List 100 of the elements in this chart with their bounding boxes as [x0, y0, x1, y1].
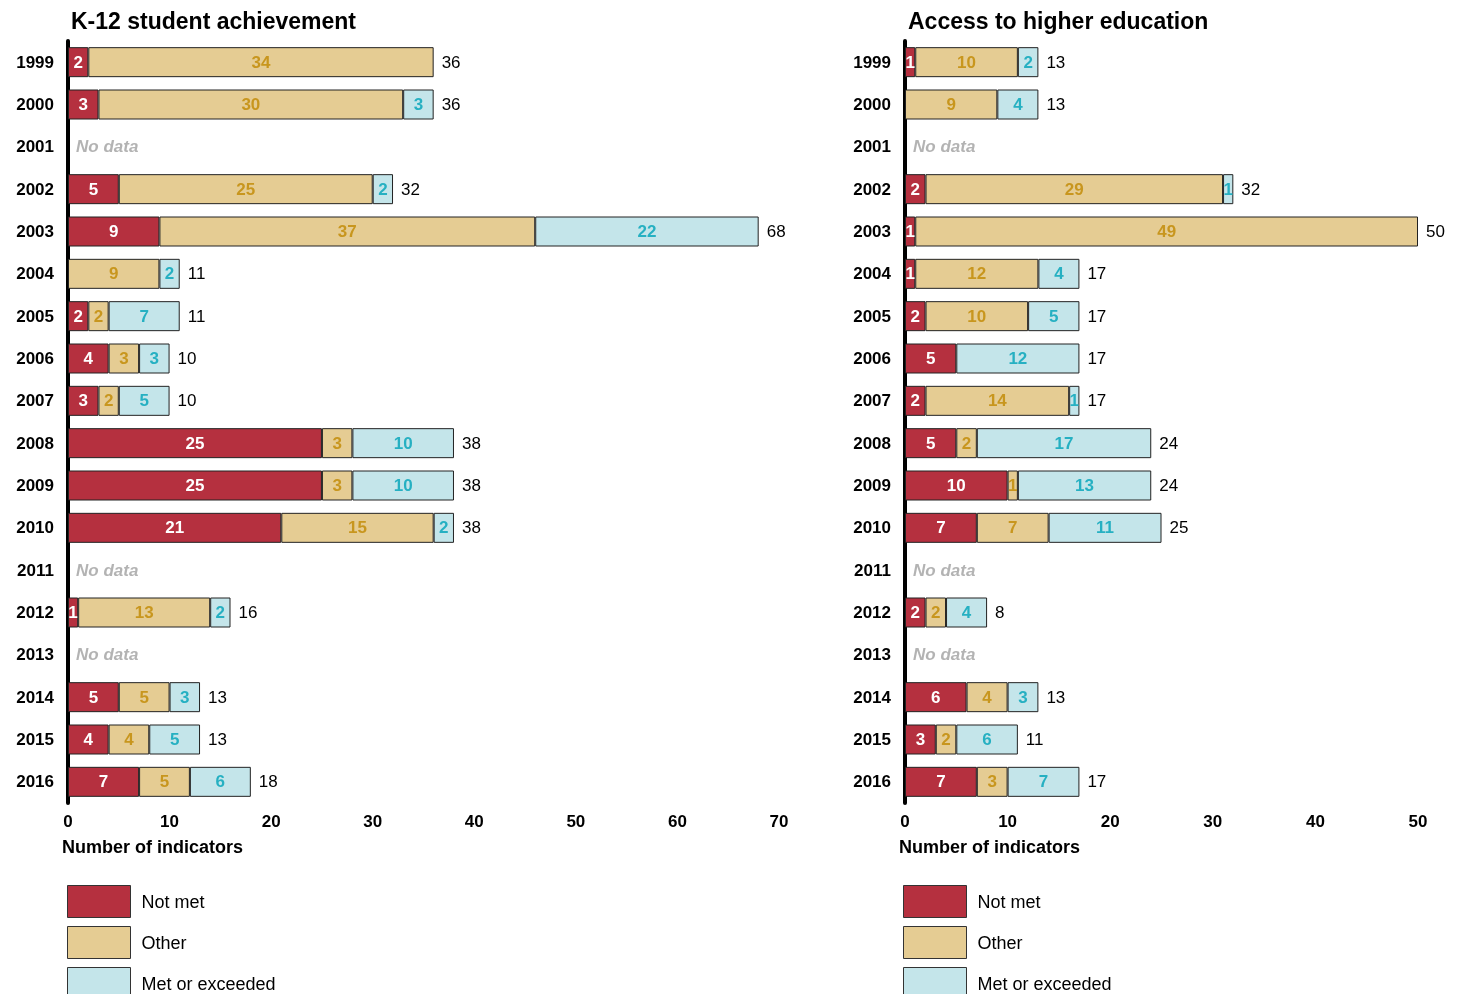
- data-label: 2: [910, 603, 920, 622]
- x-axis-title: Number of indicators: [62, 837, 244, 857]
- x-tick-label: 10: [998, 812, 1018, 831]
- legend-label: Other: [977, 932, 1023, 953]
- data-label: 2: [93, 306, 104, 326]
- data-label: 4: [83, 730, 94, 749]
- total-label: 24: [1159, 476, 1179, 495]
- y-tick-label: 2016: [853, 772, 891, 792]
- x-tick-label: 0: [900, 812, 910, 831]
- y-tick-label: 2005: [16, 306, 54, 326]
- data-label: 5: [139, 391, 149, 411]
- data-label: 10: [393, 476, 413, 495]
- data-label: 21: [165, 518, 185, 538]
- chart-title: Access to higher education: [908, 7, 1209, 34]
- data-label: 25: [185, 476, 205, 495]
- x-tick-label: 10: [160, 812, 180, 831]
- y-tick-label: 2007: [16, 391, 54, 411]
- data-label: 3: [413, 95, 424, 114]
- data-label: 12: [1008, 349, 1028, 368]
- data-label: 4: [961, 603, 972, 622]
- x-tick-label: 30: [363, 812, 383, 831]
- y-tick-label: 2011: [854, 560, 891, 580]
- data-label: 3: [915, 730, 926, 749]
- y-tick-label: 2002: [16, 179, 54, 199]
- x-tick-label: 40: [1305, 812, 1325, 831]
- total-label: 68: [766, 222, 786, 241]
- data-label: 7: [98, 772, 109, 792]
- data-label: 2: [73, 52, 83, 72]
- total-label: 32: [401, 179, 420, 199]
- total-label: 13: [1046, 95, 1066, 114]
- y-tick-label: 2014: [853, 687, 892, 707]
- x-tick-label: 0: [63, 812, 73, 831]
- data-label: 5: [925, 433, 936, 453]
- x-tick-label: 20: [1100, 812, 1120, 831]
- data-label: 4: [1013, 95, 1024, 114]
- annotation: No data: [913, 645, 976, 665]
- annotation: No data: [913, 560, 976, 580]
- total-label: 25: [1169, 518, 1189, 538]
- data-label: 9: [108, 264, 119, 284]
- y-tick-label: 2003: [853, 222, 891, 241]
- total-label: 13: [1046, 52, 1066, 72]
- data-label: 2: [910, 179, 920, 199]
- total-label: 24: [1159, 433, 1179, 453]
- legend-label: Met or exceeded: [977, 973, 1112, 994]
- y-tick-label: 2013: [853, 645, 891, 665]
- data-label: 14: [987, 391, 1008, 411]
- data-label: 3: [1018, 687, 1028, 707]
- chart-title: K-12 student achievement: [71, 7, 357, 34]
- y-tick-label: 2010: [16, 518, 54, 538]
- data-label: 13: [134, 603, 154, 622]
- data-label: 5: [159, 772, 170, 792]
- y-tick-label: 2001: [853, 137, 891, 157]
- data-label: 2: [941, 730, 951, 749]
- total-label: 17: [1087, 306, 1107, 326]
- y-tick-label: 2013: [16, 645, 54, 665]
- total-label: 11: [187, 306, 206, 326]
- y-tick-label: 2003: [16, 222, 54, 241]
- legend-label: Not met: [141, 891, 205, 912]
- data-label: 1: [905, 52, 915, 72]
- data-label: 2: [103, 391, 114, 411]
- data-label: 13: [1075, 476, 1095, 495]
- data-label: 49: [1157, 222, 1177, 241]
- y-tick-label: 2004: [16, 264, 55, 284]
- x-tick-label: 70: [769, 812, 789, 831]
- y-tick-label: 2007: [853, 391, 891, 411]
- total-label: 38: [461, 476, 481, 495]
- y-tick-label: 2005: [853, 306, 891, 326]
- y-tick-label: 2009: [16, 476, 54, 495]
- data-label: 5: [925, 349, 936, 368]
- data-label: 2: [931, 603, 941, 622]
- data-label: 15: [348, 518, 367, 538]
- y-tick-label: 2008: [853, 433, 891, 453]
- data-label: 1: [905, 264, 915, 284]
- data-label: 3: [119, 349, 129, 368]
- data-label: 5: [1049, 306, 1059, 326]
- y-tick-label: 2015: [853, 730, 891, 749]
- total-label: 13: [1046, 687, 1066, 707]
- total-label: 8: [995, 603, 1005, 622]
- total-label: 17: [1087, 264, 1107, 284]
- data-label: 6: [215, 772, 226, 792]
- total-label: 36: [441, 52, 461, 72]
- x-tick-label: 30: [1203, 812, 1223, 831]
- x-axis-title: Number of indicators: [899, 837, 1081, 857]
- y-tick-label: 2000: [853, 95, 891, 114]
- x-tick-label: 60: [667, 812, 687, 831]
- data-label: 1: [905, 222, 915, 241]
- y-tick-label: 1999: [853, 52, 891, 72]
- y-tick-label: 2012: [16, 603, 54, 622]
- y-tick-label: 2008: [16, 433, 54, 453]
- data-label: 11: [1096, 518, 1115, 538]
- data-label: 22: [637, 222, 657, 241]
- data-label: 2: [439, 518, 449, 538]
- total-label: 17: [1087, 772, 1107, 792]
- total-label: 17: [1087, 391, 1107, 411]
- data-label: 4: [982, 687, 993, 707]
- data-label: 9: [946, 95, 956, 114]
- x-tick-label: 20: [261, 812, 281, 831]
- data-label: 25: [185, 433, 205, 453]
- total-label: 38: [461, 518, 481, 538]
- data-label: 5: [88, 687, 99, 707]
